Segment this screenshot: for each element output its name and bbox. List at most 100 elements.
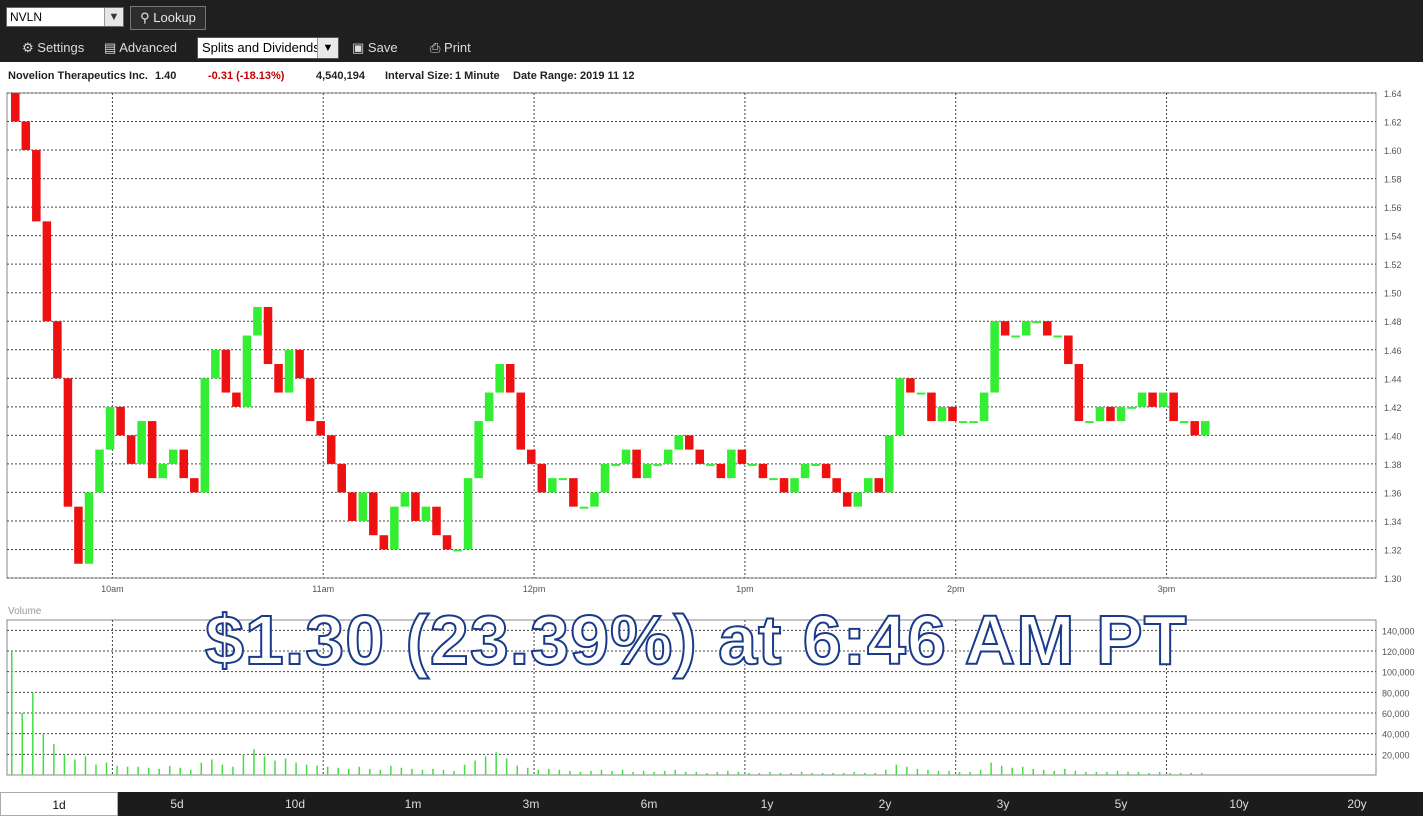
x-tick-label: 3pm	[1158, 584, 1176, 594]
candle	[874, 478, 884, 493]
settings-button[interactable]: ⚙ Settings	[22, 37, 84, 59]
volume-bar	[790, 772, 792, 775]
symbol-value: NVLN	[10, 10, 43, 24]
volume-bar	[474, 760, 476, 775]
volume-bar	[1106, 771, 1108, 775]
range-tab-10y[interactable]: 10y	[1229, 797, 1249, 811]
candle	[1053, 335, 1063, 338]
range-tab-1y[interactable]: 1y	[760, 797, 774, 811]
candle	[63, 378, 73, 507]
candle	[421, 506, 431, 521]
volume-bar	[168, 765, 171, 775]
volume-bar	[1190, 772, 1192, 775]
volume-bar	[832, 772, 834, 775]
volume-bar	[874, 772, 877, 775]
candle	[126, 435, 136, 464]
volume-bar	[53, 744, 55, 775]
volume-bar	[716, 771, 719, 775]
volume-bar	[853, 771, 855, 775]
candle	[242, 335, 252, 407]
volume-bar	[1200, 772, 1203, 775]
volume-bars	[11, 651, 1203, 775]
volume-bar	[779, 772, 782, 775]
volume-bar	[347, 768, 350, 775]
candle	[21, 121, 31, 151]
volume-bar	[537, 769, 540, 775]
candle	[663, 449, 673, 464]
volume-bar	[505, 758, 508, 775]
range-tab-10d[interactable]: 10d	[284, 797, 306, 811]
volume-bar	[484, 756, 487, 775]
range-tab-2y[interactable]: 2y	[878, 797, 892, 811]
date-range-value: 2019 11 12	[580, 70, 635, 82]
volume-bar	[948, 770, 950, 775]
volume-tick-label: 80,000	[1382, 688, 1410, 698]
volume-bar	[548, 768, 550, 775]
range-tab-1m[interactable]: 1m	[404, 797, 422, 811]
print-button[interactable]: ⎙ Print	[430, 37, 471, 59]
range-tab-20y[interactable]: 20y	[1347, 797, 1367, 811]
splits-dividends-select[interactable]: Splits and Dividends ▼	[197, 37, 339, 59]
range-tab-3y[interactable]: 3y	[996, 797, 1010, 811]
candle	[558, 478, 568, 481]
volume-bar	[811, 772, 813, 775]
y-tick-label: 1.60	[1384, 146, 1402, 156]
volume-bar	[400, 767, 403, 775]
symbol-input[interactable]: NVLN ▼	[6, 7, 124, 27]
save-label: Save	[367, 40, 398, 55]
volume-bar	[758, 772, 761, 775]
range-tab-6m[interactable]: 6m	[640, 797, 658, 811]
volume-bar	[706, 772, 708, 775]
candle	[1190, 421, 1199, 436]
quote-info-bar: Novelion Therapeutics Inc. 1.40 -0.31 (-…	[0, 62, 1423, 90]
candle	[537, 463, 547, 493]
candle	[400, 492, 410, 507]
volume-panel	[6, 619, 1377, 776]
candle	[505, 364, 515, 393]
chevron-down-icon[interactable]: ▼	[104, 8, 123, 26]
volume-bar	[1064, 768, 1066, 775]
volume-bar	[21, 713, 24, 775]
volume-bar	[211, 759, 213, 775]
volume-tick-label: 20,000	[1382, 750, 1410, 760]
range-tab-1d[interactable]: 1d	[0, 792, 118, 816]
chevron-down-icon[interactable]: ▼	[317, 38, 338, 58]
volume-bar	[1148, 772, 1150, 775]
axis-labels: 1.30 1.32 1.34 1.36 1.38 1.40 1.42 1.44 1.46 1.48…	[101, 89, 1414, 760]
range-tab-3m[interactable]: 3m	[522, 797, 540, 811]
volume-bar	[979, 769, 982, 775]
last-price: 1.40	[155, 70, 177, 82]
candle	[232, 392, 241, 407]
volume-tick-label: 140,000	[1382, 626, 1415, 636]
save-icon: ▣	[352, 40, 365, 55]
candle	[569, 478, 578, 507]
range-tab-5y[interactable]: 5y	[1114, 797, 1128, 811]
advanced-button[interactable]: ▤ Advanced	[104, 37, 177, 59]
candle	[758, 463, 768, 479]
candles	[11, 93, 1210, 564]
candle	[369, 492, 378, 536]
x-tick-label: 12pm	[523, 584, 546, 594]
candle	[158, 463, 167, 479]
candle	[842, 492, 852, 507]
save-button[interactable]: ▣ Save	[352, 37, 398, 59]
price-change: -0.31 (-18.13%)	[208, 70, 285, 82]
volume-bar	[916, 768, 919, 775]
volume-bar	[453, 770, 455, 775]
candle	[42, 221, 52, 322]
candle	[600, 463, 610, 493]
candle	[800, 463, 810, 479]
volume-bar	[663, 770, 666, 775]
range-selector: 1d 5d 10d 1m 3m 6m 1y 2y 3y 5y 10y 20y	[0, 792, 1423, 816]
y-tick-label: 1.56	[1384, 203, 1402, 213]
candle	[453, 549, 462, 552]
lookup-button[interactable]: ⚲ Lookup	[130, 6, 206, 30]
candle	[632, 449, 641, 479]
candle	[337, 463, 346, 493]
candle	[653, 463, 662, 466]
candle	[432, 506, 441, 536]
volume-bar	[1116, 770, 1119, 775]
candle	[1064, 335, 1073, 365]
candle	[916, 392, 926, 395]
range-tab-5d[interactable]: 5d	[170, 797, 184, 811]
